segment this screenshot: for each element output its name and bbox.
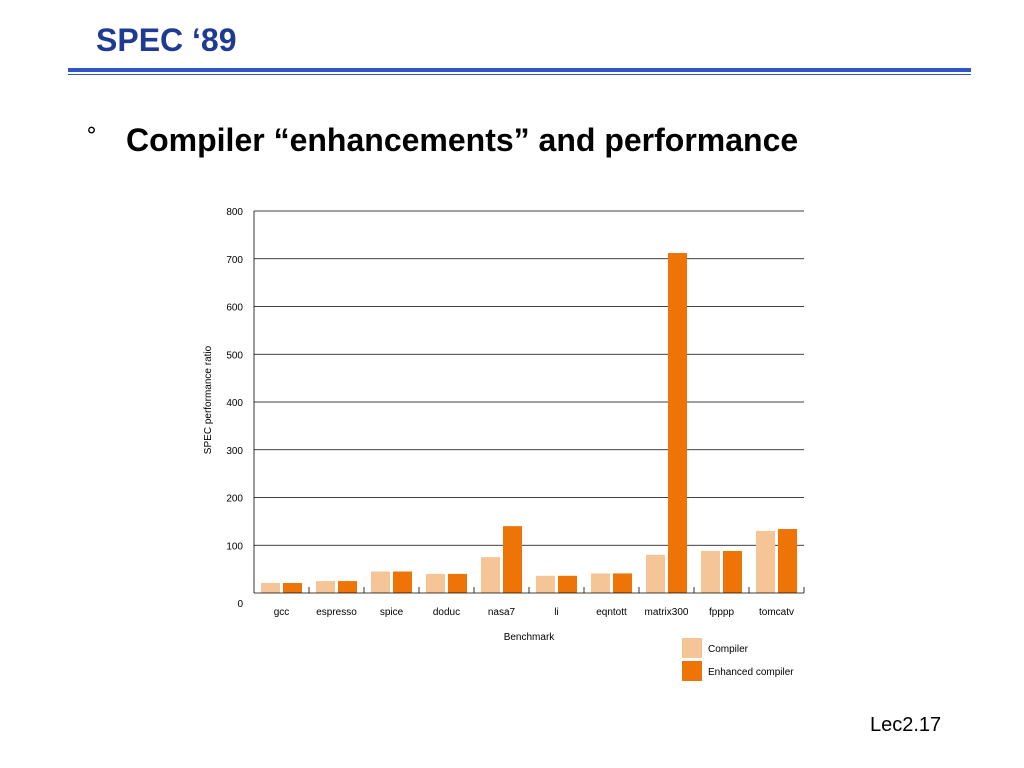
bar-tomcatv-compiler — [756, 530, 775, 593]
x-axis-label: Benchmark — [504, 632, 556, 643]
x-tick-label: doduc — [433, 607, 460, 618]
x-tick-label: matrix300 — [645, 607, 689, 618]
y-tick-label: 300 — [226, 446, 243, 457]
bar-matrix300-enhanced — [668, 253, 687, 593]
bullet-heading: Compiler “enhancements” and performance — [126, 122, 799, 158]
x-tick-label: fpppp — [709, 607, 734, 618]
y-tick-label: 700 — [226, 255, 243, 266]
y-tick-label: 800 — [226, 207, 243, 218]
bar-nasa7-compiler — [481, 557, 500, 593]
slide-title: SPEC ‘89 — [96, 22, 237, 58]
legend-swatch — [682, 661, 702, 681]
x-tick-label: nasa7 — [488, 607, 516, 618]
x-tick-label: spice — [380, 607, 404, 618]
bar-spice-compiler — [371, 571, 390, 593]
bar-li-compiler — [536, 575, 555, 593]
y-tick-labels: 0 100 200 300 400 500 600 700 800 — [226, 207, 243, 610]
y-tick-label: 500 — [226, 350, 243, 361]
y-axis-label: SPEC performance ratio — [203, 345, 214, 454]
y-tick-label: 400 — [226, 398, 243, 409]
bar-fpppp-enhanced — [723, 550, 742, 593]
bar-tomcatv-enhanced — [778, 529, 797, 593]
y-tick-label: 0 — [237, 599, 243, 610]
bars — [261, 253, 797, 593]
bar-spice-enhanced — [393, 571, 412, 593]
x-tick-label: espresso — [316, 607, 357, 618]
legend: Compiler Enhanced compiler — [682, 638, 794, 681]
legend-label: Enhanced compiler — [708, 667, 794, 678]
x-tick-label: li — [554, 607, 558, 618]
bar-espresso-compiler — [316, 581, 335, 593]
bar-eqntott-enhanced — [613, 573, 632, 593]
bar-gcc-compiler — [261, 582, 280, 593]
x-tick-label: eqntott — [596, 607, 627, 618]
bar-li-enhanced — [558, 575, 577, 593]
bar-fpppp-compiler — [701, 550, 720, 593]
bar-doduc-enhanced — [448, 573, 467, 593]
bar-matrix300-compiler — [646, 554, 665, 593]
x-tick-labels: gcc espresso spice doduc nasa7 li eqntott matri… — [274, 607, 794, 618]
bullet-marker: ° — [86, 124, 97, 149]
legend-label: Compiler — [708, 644, 749, 655]
y-tick-label: 100 — [226, 541, 243, 552]
legend-swatch — [682, 638, 702, 658]
title-divider-thin — [68, 74, 971, 75]
bar-nasa7-enhanced — [503, 526, 522, 593]
x-tick-label: gcc — [274, 607, 290, 618]
y-tick-label: 600 — [226, 303, 243, 314]
title-divider-thick — [68, 68, 971, 72]
y-tick-label: 200 — [226, 494, 243, 505]
slide-number: Lec2.17 — [870, 714, 942, 736]
axes — [253, 211, 805, 594]
gridlines — [254, 210, 804, 546]
bar-gcc-enhanced — [283, 582, 302, 593]
x-tick-label: tomcatv — [759, 607, 794, 618]
bar-doduc-compiler — [426, 573, 445, 593]
bar-eqntott-compiler — [591, 573, 610, 593]
bar-espresso-enhanced — [338, 581, 357, 593]
